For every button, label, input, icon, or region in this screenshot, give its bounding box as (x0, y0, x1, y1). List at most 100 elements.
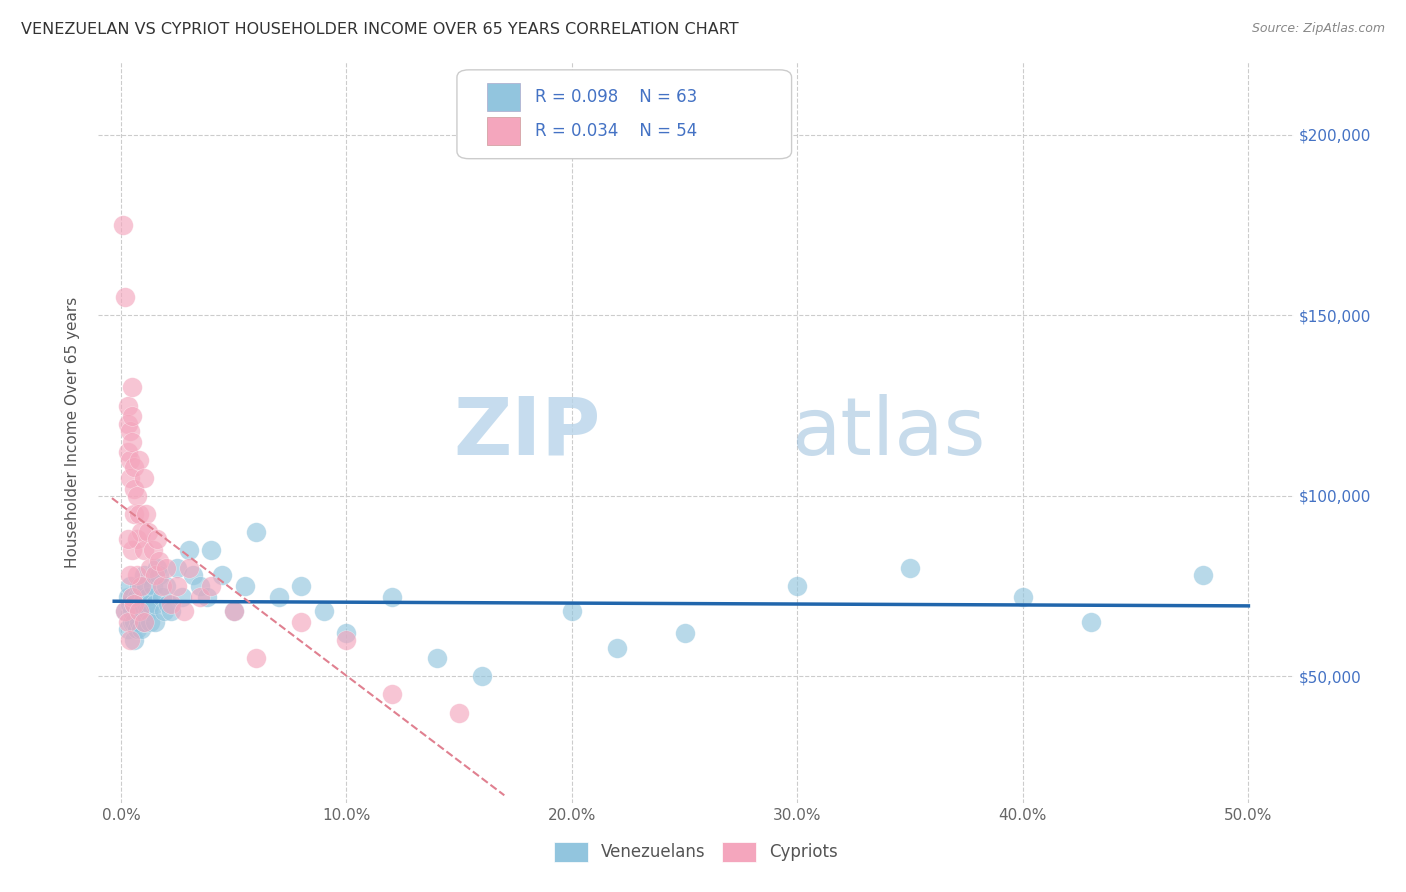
Point (125, 590, 148, 604)
Point (245, 524, 267, 539)
Point (159, 604, 181, 618)
Point (139, 561, 162, 575)
Point (181, 568, 204, 582)
FancyBboxPatch shape (486, 83, 520, 112)
Point (136, 524, 159, 539)
Point (117, 590, 139, 604)
Point (136, 604, 159, 618)
Point (170, 590, 193, 604)
Point (222, 604, 245, 618)
Point (211, 568, 233, 582)
Point (124, 597, 146, 611)
Point (173, 604, 195, 618)
Point (380, 688, 402, 702)
Point (150, 590, 173, 604)
FancyBboxPatch shape (486, 117, 520, 145)
Point (124, 615, 146, 630)
Point (267, 590, 290, 604)
Point (125, 623, 148, 637)
Point (118, 452, 141, 467)
Point (143, 597, 166, 611)
Point (121, 380, 143, 394)
Point (129, 524, 152, 539)
Point (132, 615, 155, 630)
Point (121, 590, 143, 604)
Point (129, 579, 152, 593)
Point (129, 623, 152, 637)
Point (117, 532, 139, 546)
Text: VENEZUELAN VS CYPRIOT HOUSEHOLDER INCOME OVER 65 YEARS CORRELATION CHART: VENEZUELAN VS CYPRIOT HOUSEHOLDER INCOME… (21, 22, 738, 37)
Point (188, 590, 211, 604)
Point (128, 579, 150, 593)
Point (146, 532, 169, 546)
Point (132, 543, 155, 558)
Point (245, 651, 267, 665)
Point (121, 590, 143, 604)
Point (121, 434, 143, 449)
Point (200, 543, 222, 558)
Point (117, 445, 139, 459)
Point (135, 579, 157, 593)
Point (121, 409, 143, 424)
Point (114, 290, 136, 304)
Text: R = 0.098    N = 63: R = 0.098 N = 63 (534, 88, 697, 106)
Point (129, 597, 152, 611)
Text: R = 0.034    N = 54: R = 0.034 N = 54 (534, 122, 697, 140)
Point (233, 579, 256, 593)
Point (124, 507, 146, 521)
Point (124, 482, 146, 496)
Point (153, 604, 176, 618)
Point (143, 568, 166, 582)
Point (561, 604, 583, 618)
Point (673, 626, 696, 640)
Point (112, 218, 135, 232)
Point (125, 532, 148, 546)
Point (135, 597, 157, 611)
Point (118, 568, 141, 582)
Point (125, 489, 148, 503)
Point (200, 579, 222, 593)
Point (128, 604, 150, 618)
Point (471, 669, 494, 683)
Point (335, 626, 357, 640)
Text: ZIP: ZIP (453, 393, 600, 472)
Point (159, 597, 181, 611)
Point (121, 615, 143, 630)
Text: atlas: atlas (792, 393, 986, 472)
Point (124, 633, 146, 648)
Point (380, 590, 402, 604)
Point (114, 604, 136, 618)
Point (177, 543, 200, 558)
Point (128, 615, 150, 630)
Point (148, 568, 170, 582)
Point (121, 604, 143, 618)
Point (114, 604, 136, 618)
Point (139, 597, 162, 611)
Text: Source: ZipAtlas.com: Source: ZipAtlas.com (1251, 22, 1385, 36)
Point (118, 633, 141, 648)
Point (132, 568, 155, 582)
Point (166, 579, 188, 593)
Point (128, 604, 150, 618)
Point (1080, 615, 1102, 630)
Point (125, 568, 148, 582)
Point (117, 615, 139, 630)
Point (132, 590, 155, 604)
Point (141, 543, 163, 558)
Point (150, 579, 173, 593)
Point (124, 597, 146, 611)
Point (335, 633, 357, 648)
Point (118, 597, 141, 611)
Point (136, 590, 159, 604)
Point (1192, 568, 1215, 582)
Point (121, 543, 143, 558)
FancyBboxPatch shape (457, 70, 792, 159)
Point (290, 579, 312, 593)
Point (132, 615, 155, 630)
Point (148, 554, 170, 568)
Point (117, 399, 139, 413)
Point (117, 417, 139, 431)
Point (290, 615, 312, 630)
Point (222, 604, 245, 618)
Point (166, 561, 188, 575)
